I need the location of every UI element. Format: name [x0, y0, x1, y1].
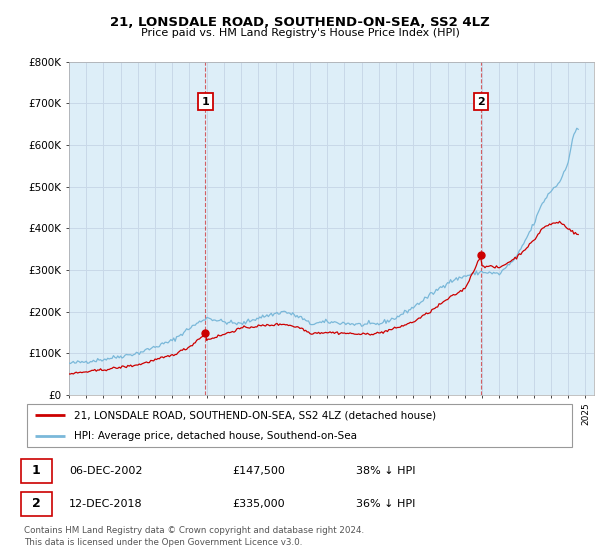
- Text: 1: 1: [202, 96, 209, 106]
- Text: 2: 2: [32, 497, 41, 510]
- Text: 1: 1: [32, 464, 41, 478]
- Text: 21, LONSDALE ROAD, SOUTHEND-ON-SEA, SS2 4LZ (detached house): 21, LONSDALE ROAD, SOUTHEND-ON-SEA, SS2 …: [74, 410, 436, 421]
- Text: Contains HM Land Registry data © Crown copyright and database right 2024.: Contains HM Land Registry data © Crown c…: [24, 526, 364, 535]
- Text: 2: 2: [478, 96, 485, 106]
- Text: 36% ↓ HPI: 36% ↓ HPI: [356, 499, 416, 509]
- Text: HPI: Average price, detached house, Southend-on-Sea: HPI: Average price, detached house, Sout…: [74, 431, 356, 441]
- FancyBboxPatch shape: [21, 492, 52, 516]
- Text: 12-DEC-2018: 12-DEC-2018: [69, 499, 142, 509]
- Text: 21, LONSDALE ROAD, SOUTHEND-ON-SEA, SS2 4LZ: 21, LONSDALE ROAD, SOUTHEND-ON-SEA, SS2 …: [110, 16, 490, 29]
- FancyBboxPatch shape: [27, 404, 572, 447]
- Text: This data is licensed under the Open Government Licence v3.0.: This data is licensed under the Open Gov…: [24, 538, 302, 547]
- Text: 38% ↓ HPI: 38% ↓ HPI: [356, 466, 416, 476]
- Text: £335,000: £335,000: [232, 499, 285, 509]
- Text: Price paid vs. HM Land Registry's House Price Index (HPI): Price paid vs. HM Land Registry's House …: [140, 28, 460, 38]
- Text: £147,500: £147,500: [232, 466, 285, 476]
- FancyBboxPatch shape: [21, 459, 52, 483]
- Text: 06-DEC-2002: 06-DEC-2002: [69, 466, 142, 476]
